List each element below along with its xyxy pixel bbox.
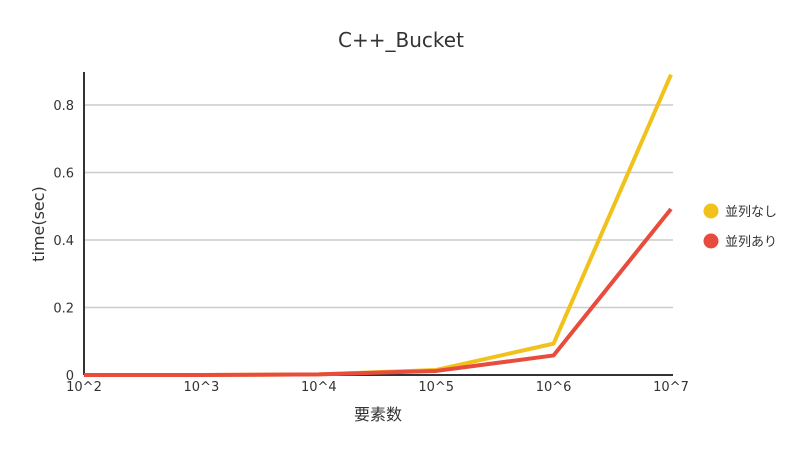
- chart-title: C++_Bucket: [338, 28, 464, 52]
- gridlines: [84, 104, 673, 309]
- y-tick-label: 0.2: [53, 302, 74, 317]
- legend-marker: [703, 203, 719, 219]
- x-tick-label: 10^2: [66, 380, 102, 395]
- x-tick-label: 10^4: [301, 380, 337, 395]
- x-axis-ticks: 10^2 10^3 10^4 10^5 10^6 10^7: [66, 380, 689, 395]
- series-lines: [84, 73, 673, 377]
- x-tick-label: 10^3: [184, 380, 220, 395]
- y-tick-label: 0.8: [53, 99, 74, 114]
- x-tick-label: 10^7: [653, 380, 689, 395]
- legend-marker: [703, 233, 719, 249]
- x-tick-label: 10^5: [418, 380, 454, 395]
- y-axis-ticks: 0 0.2 0.4 0.6 0.8: [53, 99, 74, 384]
- series-line: [84, 207, 673, 377]
- legend-label: 並列あり: [725, 235, 777, 250]
- y-tick-label: 0: [66, 369, 74, 384]
- x-axis-label: 要素数: [354, 405, 402, 424]
- series-line: [84, 73, 673, 377]
- y-axis-label: time(sec): [29, 186, 48, 262]
- x-tick-label: 10^6: [536, 380, 572, 395]
- y-tick-label: 0.6: [53, 167, 74, 182]
- legend-label: 並列なし: [725, 205, 777, 220]
- y-tick-label: 0.4: [53, 234, 74, 249]
